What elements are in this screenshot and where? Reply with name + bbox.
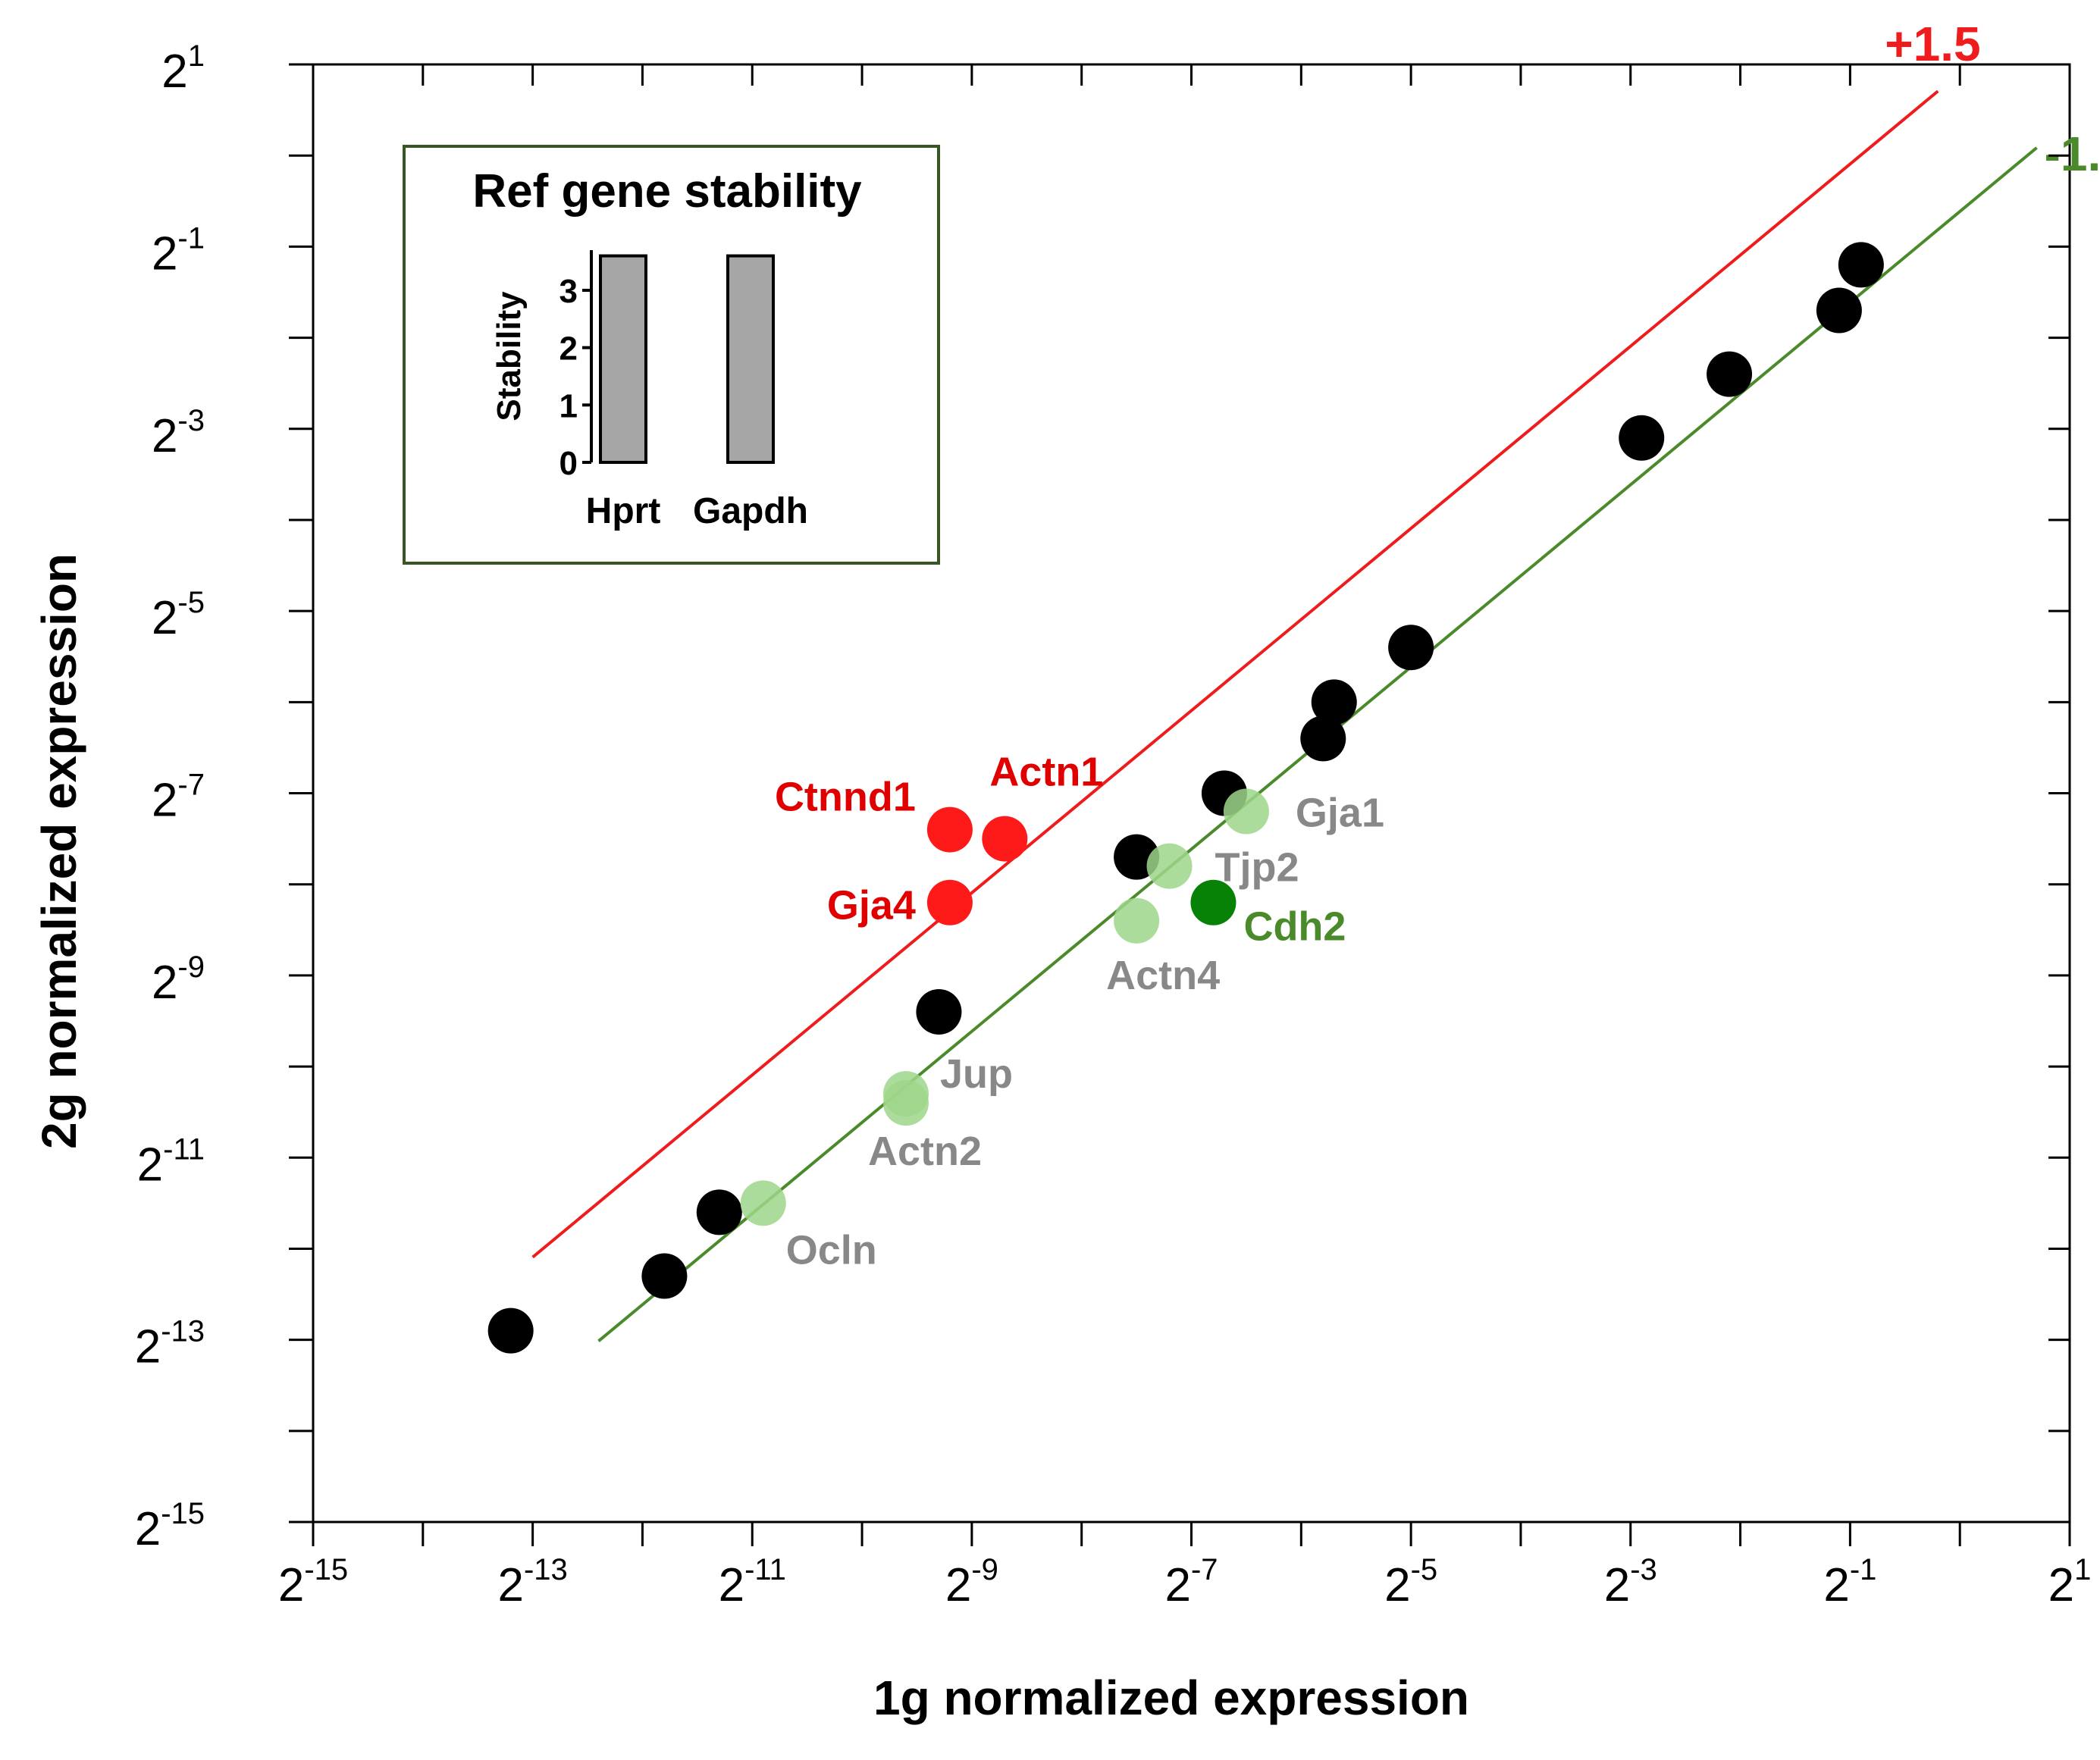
x-tick-label: 2-9 [945,1553,998,1611]
x-axis-ticks: 2-15 2-13 2-11 2-9 2-7 2-5 2-3 2-1 21 [278,64,2092,1611]
data-point [926,806,973,853]
data-point [1619,415,1665,461]
point-label: Ctnnd1 [775,775,916,820]
data-point [1838,242,1884,288]
upper-threshold-line [531,89,1939,1259]
x-tick-label: 2-11 [719,1553,786,1611]
data-points: Ctnnd1 Actn1 Gja4 Cdh2 Gja1 Tjp2 Actn4 Jup Actn2… [487,242,1884,1354]
y-axis-title: 2g normalized expression [32,553,86,1149]
inset-bar [726,254,775,464]
point-label: Actn2 [868,1129,982,1174]
data-point [1114,897,1160,944]
inset-title: Ref gene stability [472,165,862,218]
x-tick-label: 2-1 [1823,1553,1876,1611]
data-point [1300,716,1346,762]
inset-y-tick-label: 2 [559,330,578,368]
data-point [696,1189,742,1235]
point-label: Actn1 [989,750,1103,795]
data-point [1190,879,1236,925]
data-point [1223,788,1269,835]
point-label: Gja4 [827,883,916,929]
point-label: Cdh2 [1243,904,1346,950]
x-axis-title: 1g normalized expression [873,1671,1469,1725]
lower-threshold-label: -1.5 [2045,127,2100,181]
data-point [926,879,973,925]
inset-category-label: Hprt [586,491,661,531]
point-label: Gja1 [1296,791,1384,836]
x-tick-label: 2-13 [497,1553,567,1611]
data-point [1388,625,1434,671]
y-tick-label: 21 [161,39,205,98]
upper-threshold-label: +1.5 [1885,17,1980,71]
x-tick-label: 2-7 [1164,1553,1218,1611]
inset-y-tick-label: 1 [559,387,578,424]
inset-y-axis-title: Stability [491,291,528,421]
inset-bar [599,254,647,464]
data-point [1146,843,1193,889]
y-tick-label: 2-9 [152,950,205,1009]
inset-y-tick-label: 0 [559,445,578,482]
data-point [916,988,962,1035]
point-label: Tjp2 [1215,845,1299,891]
y-tick-label: 2-1 [152,221,205,280]
data-point [1707,351,1753,397]
data-point [740,1180,786,1226]
point-label: Jup [940,1051,1013,1097]
inset-frame [403,145,940,565]
inset-y-tick-label: 3 [559,273,578,310]
inset-ref-gene-stability: Ref gene stability Stability 0 1 2 3 Hprt Gap… [403,145,940,565]
data-point [487,1307,534,1354]
data-point [641,1253,688,1299]
y-tick-label: 2-5 [152,586,205,644]
y-tick-label: 2-13 [135,1315,205,1373]
y-tick-label: 2-7 [152,769,205,827]
y-tick-label: 2-11 [137,1132,205,1191]
x-tick-label: 21 [2048,1553,2092,1611]
x-tick-label: 2-5 [1384,1553,1437,1611]
x-tick-label: 2-15 [278,1553,348,1611]
x-tick-label: 2-3 [1604,1553,1657,1611]
data-point [882,1080,929,1126]
data-point [1816,287,1862,334]
y-tick-label: 2-3 [152,404,205,462]
point-label: Ocln [786,1227,877,1273]
inset-category-label: Gapdh [693,491,808,531]
data-point [982,816,1028,862]
data-point [1311,679,1357,725]
y-axis-ticks: 212-12-32-52-72-92-112-132-15 [135,39,2070,1555]
y-tick-label: 2-15 [135,1497,205,1555]
point-label: Actn4 [1106,953,1220,998]
